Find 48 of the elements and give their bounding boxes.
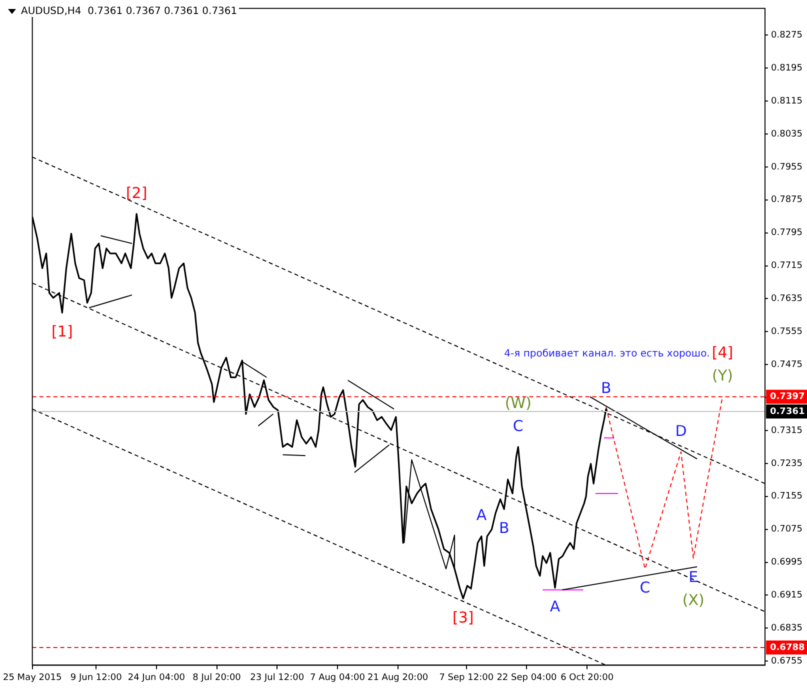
ref-line-label: 0.7361	[770, 406, 805, 417]
y-tick-label: 0.7635	[771, 294, 802, 304]
y-tick-label: 0.7715	[771, 261, 802, 272]
annotation: [1]	[52, 322, 73, 341]
y-tick-label: 0.6915	[771, 590, 802, 601]
y-tick-label: 0.7555	[771, 326, 802, 337]
x-tick-label: 8 Jul 20:00	[192, 672, 242, 683]
annotation: (Y)	[712, 366, 733, 385]
x-tick-label: 7 Sep 12:00	[439, 672, 494, 683]
x-tick-label: 24 Jun 04:00	[128, 672, 186, 683]
annotation: A	[476, 506, 488, 524]
y-tick-label: 0.7795	[771, 228, 802, 238]
annotation: [3]	[452, 608, 474, 626]
annotation: [2]	[126, 184, 148, 202]
y-tick-label: 0.7075	[771, 524, 802, 535]
x-tick-label: 7 Aug 04:00	[310, 672, 366, 683]
y-tick-label: 0.7955	[771, 162, 802, 172]
annotation: [4]	[712, 344, 734, 362]
chart-title: AUDUSD,H4 0.7361 0.7367 0.7361 0.7361	[21, 6, 238, 17]
x-tick-label: 21 Aug 20:00	[367, 672, 428, 683]
ref-line-label: 0.7397	[770, 392, 805, 402]
annotation: (W)	[504, 394, 532, 412]
annotation: 4-я пробивает канал. это есть хорошо.	[504, 348, 710, 360]
y-tick-label: 0.8195	[771, 63, 802, 74]
x-tick-label: 25 May 2015	[3, 672, 62, 683]
annotation: A	[550, 598, 561, 616]
x-tick-label: 22 Sep 04:00	[496, 672, 558, 683]
y-tick-label: 0.7235	[771, 458, 802, 469]
x-tick-label: 23 Jul 12:00	[250, 672, 304, 683]
ref-line-label: 0.6788	[770, 642, 805, 653]
annotation: C	[640, 578, 650, 597]
annotation: D	[675, 422, 687, 440]
x-tick-label: 6 Oct 20:00	[560, 672, 614, 683]
annotation: B	[498, 519, 510, 538]
annotation: C	[512, 416, 524, 435]
y-tick-label: 0.8035	[771, 129, 802, 140]
annotation: B	[600, 378, 612, 397]
y-tick-label: 0.6835	[771, 623, 802, 634]
y-tick-label: 0.7475	[771, 360, 802, 370]
y-tick-label: 0.7875	[771, 195, 802, 206]
x-tick-label: 9 Jun 12:00	[70, 672, 122, 683]
y-tick-label: 0.8275	[771, 30, 802, 41]
y-tick-label: 0.8115	[771, 96, 802, 106]
y-tick-label: 0.7155	[771, 492, 802, 502]
y-tick-label: 0.7315	[771, 426, 802, 436]
y-tick-label: 0.6995	[771, 558, 802, 568]
y-tick-label: 0.6755	[771, 656, 802, 666]
annotation: (X)	[682, 591, 704, 610]
